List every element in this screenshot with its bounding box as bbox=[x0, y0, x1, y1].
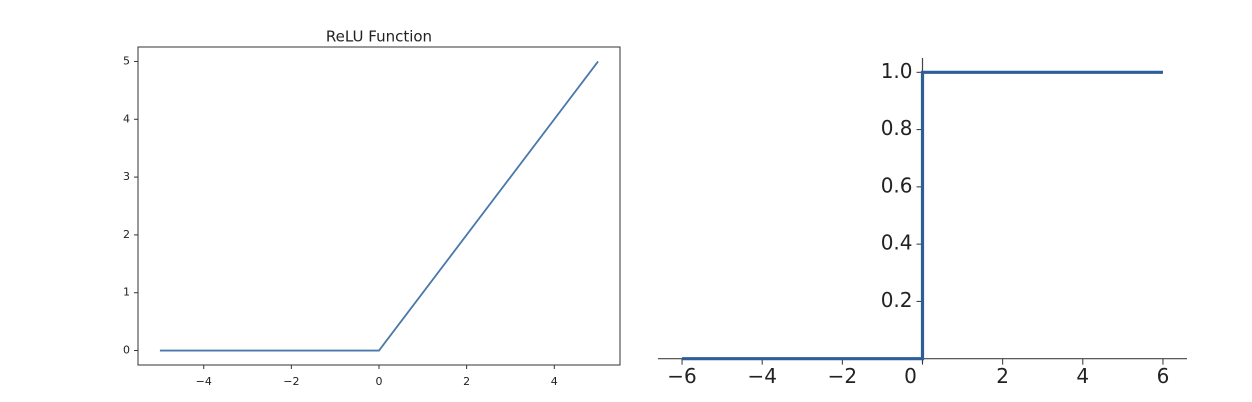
y-tick-label: 0.2 bbox=[881, 288, 913, 312]
x-tick-label: 0 bbox=[904, 364, 917, 388]
line-series bbox=[159, 60, 599, 352]
y-tick-label: 0.8 bbox=[881, 116, 913, 140]
x-tick-label: −2 bbox=[828, 364, 857, 388]
axes-frame bbox=[137, 46, 621, 366]
x-tick-label: −2 bbox=[283, 375, 299, 388]
y-tick-label: 5 bbox=[123, 54, 130, 67]
x-tick-label: 4 bbox=[1076, 364, 1089, 388]
x-tick-label: 2 bbox=[463, 375, 470, 388]
y-tick-label: 0.4 bbox=[881, 231, 913, 255]
x-tick-label: 6 bbox=[1157, 364, 1170, 388]
y-tick-label: 1.0 bbox=[881, 59, 913, 83]
y-tick-label: 2 bbox=[123, 228, 130, 241]
chart-title: ReLU Function bbox=[326, 28, 432, 46]
y-tick-label: 0 bbox=[123, 344, 130, 357]
x-tick-label: 4 bbox=[551, 375, 558, 388]
x-tick-label: 2 bbox=[996, 364, 1009, 388]
y-tick-label: 0.6 bbox=[881, 173, 913, 197]
y-tick-label: 3 bbox=[123, 170, 130, 183]
x-tick-label: −6 bbox=[667, 364, 696, 388]
y-tick-label: 1 bbox=[123, 286, 130, 299]
line-series bbox=[682, 70, 1163, 361]
x-tick-label: −4 bbox=[747, 364, 776, 388]
x-tick-label: 0 bbox=[376, 375, 383, 388]
x-tick-label: −4 bbox=[196, 375, 212, 388]
y-tick-label: 4 bbox=[123, 112, 130, 125]
